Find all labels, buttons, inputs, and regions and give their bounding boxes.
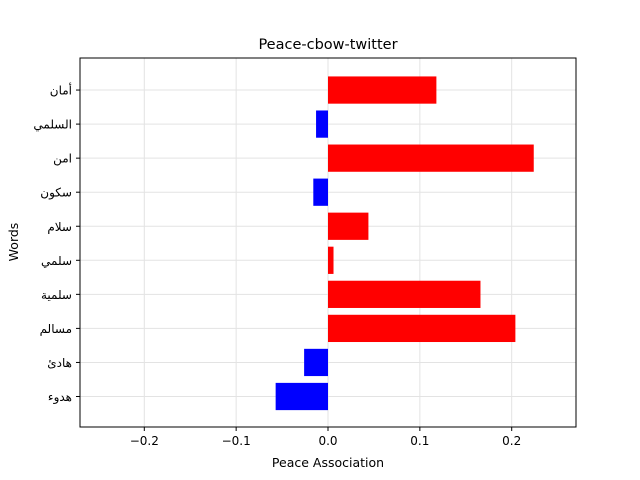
- x-tick-label: −0.2: [130, 434, 159, 448]
- bar-negative: [316, 110, 328, 138]
- x-tick-label: 0.1: [410, 434, 429, 448]
- bars: [275, 76, 534, 411]
- y-tick-label: سلمية: [41, 288, 72, 302]
- y-tick-label: هدوء: [48, 390, 72, 405]
- bar-positive: [328, 280, 481, 308]
- x-tick-label: 0.2: [502, 434, 521, 448]
- chart-title: Peace-cbow-twitter: [258, 37, 397, 53]
- bar-positive: [328, 144, 534, 172]
- y-tick-label: السلمي: [33, 118, 72, 132]
- y-tick-label: سلام: [47, 220, 72, 234]
- bar-positive: [328, 76, 437, 104]
- bar-positive: [328, 314, 516, 343]
- y-tick-label: أمان: [50, 83, 72, 98]
- x-tick-label: 0.0: [318, 434, 337, 448]
- y-axis-label: Words: [6, 223, 21, 262]
- y-axis-ticks: هدوء هادئ مسالم سلمية سلمي سلام سكون امن السلمي أ…: [33, 83, 80, 405]
- y-tick-label: هادئ: [47, 356, 72, 370]
- y-tick-label: امن: [53, 152, 72, 167]
- x-tick-label: −0.1: [222, 434, 251, 448]
- x-axis-ticks: −0.2 −0.1 0.0 0.1 0.2: [130, 427, 521, 448]
- y-tick-label: مسالم: [40, 322, 72, 336]
- x-axis-label: Peace Association: [272, 455, 384, 470]
- y-tick-label: سلمي: [41, 254, 72, 268]
- bar-negative: [304, 348, 328, 377]
- bar-negative: [313, 178, 328, 206]
- y-tick-label: سكون: [40, 186, 72, 201]
- bar-positive: [328, 212, 369, 240]
- bar-negative: [275, 382, 328, 411]
- bar-positive: [328, 246, 334, 274]
